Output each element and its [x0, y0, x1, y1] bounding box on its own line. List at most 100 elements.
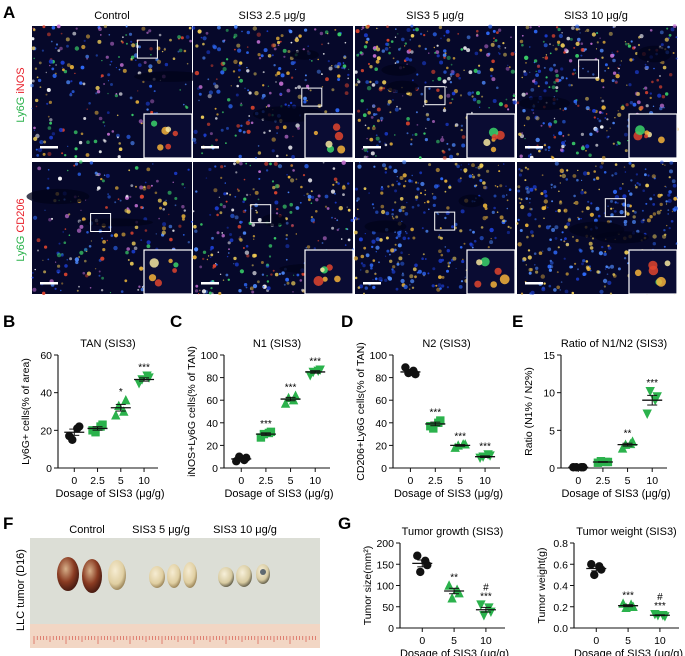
- stain-ly6g-label: Ly6G: [15, 97, 27, 123]
- row-label-inos: Ly6G iNOS: [15, 67, 27, 122]
- y-tick-label: 0: [381, 463, 387, 475]
- significance-marker: ***: [622, 591, 634, 602]
- x-axis-label: Dosage of SIS3 (μg/g): [55, 488, 164, 500]
- micrograph-tile: [516, 24, 679, 160]
- x-tick-label: 2.5: [428, 475, 443, 487]
- y-tick-label: 100: [376, 581, 394, 593]
- x-tick-label: 0: [593, 635, 599, 647]
- y-tick-label: 0.4: [553, 581, 568, 593]
- x-tick-label: 5: [451, 635, 457, 647]
- stain-inos-label: iNOS: [15, 67, 27, 93]
- significance-marker: **: [624, 429, 632, 440]
- y-tick-label: 60: [375, 395, 387, 407]
- y-tick-label: 0.0: [553, 623, 568, 635]
- ruler-ticks: [33, 636, 316, 644]
- roi-box: [136, 39, 158, 59]
- y-tick-label: 150: [376, 559, 394, 571]
- chart-title: Tumor growth (SIS3): [402, 526, 504, 538]
- data-point: [280, 398, 291, 408]
- roi-box: [434, 211, 456, 231]
- chart-g2: Tumor weight (SIS3) 0.0 0.2 0.4 0.6 0.8 0 5 10Do…: [536, 526, 683, 656]
- y-tick-label: 80: [206, 373, 218, 385]
- x-tick-label: 5: [625, 635, 631, 647]
- y-tick-label: 40: [375, 418, 387, 430]
- panel-letter-g: G: [338, 514, 351, 533]
- significance-marker: **: [450, 573, 458, 584]
- data-point: [621, 602, 631, 613]
- significance-marker: #: [483, 583, 489, 594]
- x-axis-label: Dosage of SIS3 (μg/g): [561, 488, 670, 500]
- significance-marker: ***: [138, 363, 150, 374]
- y-tick-label: 0.2: [553, 602, 568, 614]
- significance-marker: ***: [285, 383, 297, 394]
- y-tick-label: 200: [376, 538, 394, 550]
- roi-box: [250, 204, 272, 224]
- y-tick-label: 0: [212, 463, 218, 475]
- data-point: [587, 560, 596, 569]
- data-point: [479, 611, 489, 621]
- tumor-control-2: [82, 559, 102, 593]
- y-tick-label: 50: [382, 602, 394, 614]
- zoom-inset: [304, 249, 354, 295]
- y-tick-label: 20: [206, 440, 218, 452]
- y-tick-label: 40: [40, 388, 52, 400]
- panel-f-label-sis3-10: SIS3 10 μg/g: [213, 524, 277, 536]
- roi-box: [604, 198, 626, 218]
- significance-marker: ***: [654, 601, 666, 612]
- scale-bar: [40, 146, 58, 149]
- tumor-photo: [30, 538, 320, 648]
- zoom-inset: [143, 113, 193, 159]
- significance-marker: ***: [480, 592, 492, 603]
- micrograph-tile: [26, 160, 193, 295]
- y-axis-label: Tumor size(mm²): [362, 546, 374, 626]
- scale-bar: [201, 146, 219, 149]
- chart-title: N2 (SIS3): [422, 338, 470, 350]
- data-point: [483, 450, 493, 460]
- y-tick-label: 20: [375, 440, 387, 452]
- panel-letter-e: E: [512, 312, 523, 331]
- x-tick-label: 10: [654, 635, 666, 647]
- micrograph-tile: [516, 160, 678, 295]
- roi-box: [578, 59, 600, 79]
- y-axis-label: Ratio (N1% / N2%): [523, 367, 535, 456]
- x-tick-label: 2.5: [90, 475, 105, 487]
- x-tick-label: 5: [457, 475, 463, 487]
- tumor-control-3: [108, 560, 126, 590]
- data-point: [416, 567, 425, 577]
- y-axis-label: Ly6G+ cells(% of area): [20, 358, 32, 465]
- x-tick-label: 10: [480, 635, 492, 647]
- x-tick-label: 10: [479, 475, 491, 487]
- x-tick-label: 5: [625, 475, 631, 487]
- data-point: [642, 409, 652, 419]
- micrograph-tile: [191, 25, 354, 159]
- data-point: [429, 424, 438, 433]
- panel-letter-c: C: [170, 312, 182, 331]
- panel-f-label-sis3-5: SIS3 5 μg/g: [132, 524, 190, 536]
- scale-bar: [201, 282, 219, 285]
- panel-a-header-control: Control: [94, 10, 129, 22]
- x-tick-label: 0: [71, 475, 77, 487]
- y-tick-label: 0: [388, 623, 394, 635]
- data-point: [142, 371, 152, 381]
- data-point: [114, 400, 124, 411]
- tumor-sis3-5-2: [167, 564, 181, 588]
- y-tick-label: 60: [206, 395, 218, 407]
- roi-box: [301, 87, 323, 107]
- zoom-inset: [466, 249, 516, 295]
- panel-letter-b: B: [3, 312, 15, 331]
- micrograph-tile: [192, 160, 354, 296]
- y-tick-label: 40: [206, 418, 218, 430]
- x-tick-label: 10: [646, 475, 658, 487]
- panel-f-label-control: Control: [69, 524, 104, 536]
- y-tick-label: 0.8: [553, 538, 568, 550]
- scale-bar: [525, 146, 543, 149]
- tumor-sis3-10-2: [236, 565, 252, 587]
- y-tick-label: 60: [40, 350, 52, 362]
- significance-marker: ***: [479, 441, 491, 452]
- tumor-sis3-10-3-spot: [260, 569, 266, 575]
- tumor-sis3-5-3: [183, 562, 197, 588]
- panel-letter-f: F: [3, 514, 13, 533]
- scale-bar: [363, 146, 381, 149]
